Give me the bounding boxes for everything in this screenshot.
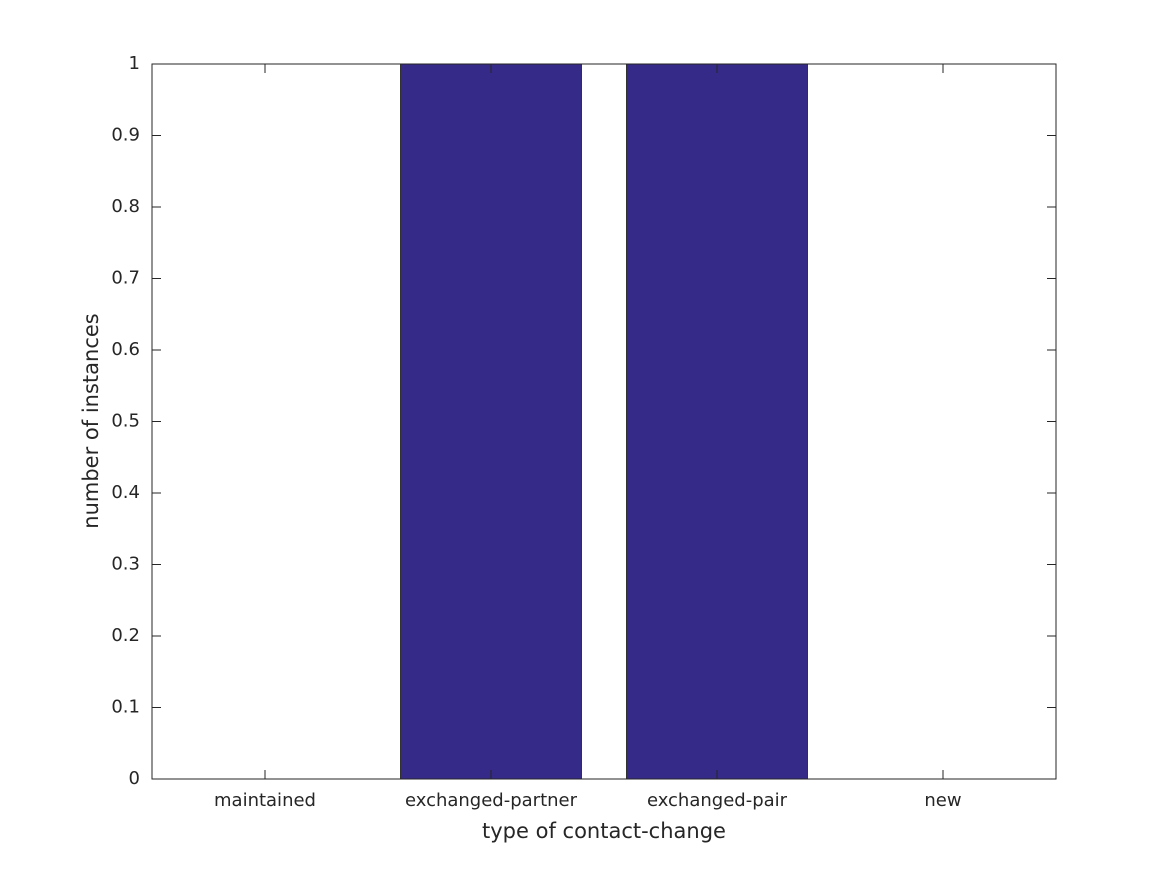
y-tick-label: 0 bbox=[129, 768, 140, 789]
y-tick-label: 0.3 bbox=[111, 554, 140, 575]
y-tick-label: 0.5 bbox=[111, 411, 140, 432]
y-tick-label: 0.1 bbox=[111, 697, 140, 718]
y-tick-label: 0.8 bbox=[111, 196, 140, 217]
x-tick-label: exchanged-pair bbox=[647, 790, 788, 811]
x-axis-label: type of contact-change bbox=[482, 819, 726, 843]
y-tick-label: 0.7 bbox=[111, 268, 140, 289]
y-tick-label: 1 bbox=[129, 53, 140, 74]
x-tick-label: exchanged-partner bbox=[405, 790, 578, 811]
plot-area bbox=[152, 64, 1056, 779]
y-tick-label: 0.9 bbox=[111, 125, 140, 146]
bar bbox=[400, 63, 582, 780]
y-tick-label: 0.4 bbox=[111, 482, 140, 503]
x-tick-label: new bbox=[924, 790, 961, 811]
y-axis-label: number of instances bbox=[79, 313, 103, 528]
bar bbox=[626, 63, 808, 780]
y-tick-label: 0.2 bbox=[111, 625, 140, 646]
y-tick-label: 0.6 bbox=[111, 339, 140, 360]
x-tick-label: maintained bbox=[214, 790, 316, 811]
